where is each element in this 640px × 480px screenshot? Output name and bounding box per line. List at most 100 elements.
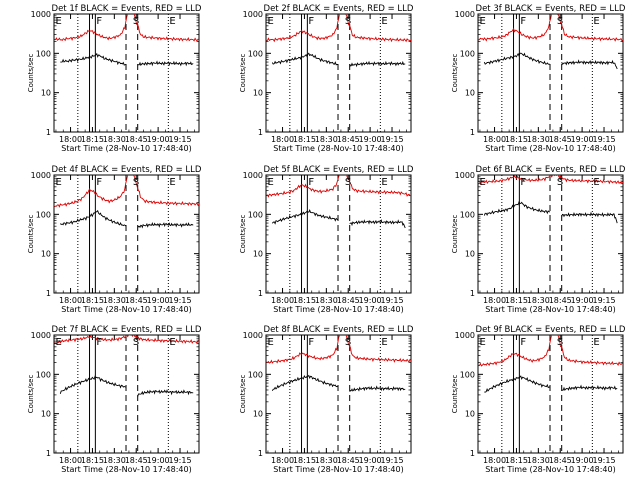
y-tick-label: 1000 — [455, 10, 475, 19]
events-series-line — [137, 222, 194, 229]
y-tick-label: 10 — [253, 89, 263, 98]
x-tick-label: 19:00 — [571, 296, 594, 305]
chart-panel: Det 9f BLACK = Events, RED = LLD 1 10 100 10… — [451, 325, 626, 474]
y-axis-label: Counts/sec — [27, 215, 35, 254]
y-tick-label: 1 — [258, 449, 263, 458]
y-tick-label: 100 — [248, 210, 263, 219]
events-series-line — [59, 375, 126, 394]
x-axis-label: Start Time (28-Nov-10 17:48:40) — [61, 465, 191, 474]
x-tick-label: 18:15 — [293, 296, 316, 305]
y-tick-label: 100 — [36, 370, 51, 379]
x-axis-label: Start Time (28-Nov-10 17:48:40) — [273, 144, 403, 153]
plot-area — [478, 335, 623, 453]
y-tick-label: 1 — [470, 128, 475, 137]
marker-label: F — [308, 16, 314, 27]
plot-area — [478, 175, 623, 293]
y-tick-label: 10 — [253, 250, 263, 259]
x-tick-label: 18:45 — [125, 296, 148, 305]
x-tick-label: 18:45 — [337, 135, 360, 144]
x-tick-label: 18:15 — [293, 135, 316, 144]
marker-label: F — [308, 337, 314, 348]
chart-panel: Det 4f BLACK = Events, RED = LLD 1 10 100 10… — [27, 165, 202, 314]
x-axis-label: Start Time (28-Nov-10 17:48:40) — [485, 144, 615, 153]
y-axis-label: Counts/sec — [27, 375, 35, 414]
plot-area — [266, 14, 411, 132]
chart-title: Det 1f BLACK = Events, RED = LLD — [52, 4, 202, 14]
x-tick-label: 18:00 — [483, 296, 506, 305]
events-series-line — [271, 52, 338, 66]
x-tick-label: 18:45 — [337, 296, 360, 305]
marker-label: E — [55, 16, 61, 27]
x-tick-label: 18:15 — [81, 456, 104, 465]
x-axis-label: Start Time (28-Nov-10 17:48:40) — [61, 144, 191, 153]
x-tick-label: 18:00 — [271, 456, 294, 465]
events-series-line — [483, 200, 551, 217]
marker-label: S — [557, 337, 563, 348]
marker-label: F — [308, 177, 314, 188]
x-tick-label: 19:00 — [359, 135, 382, 144]
x-tick-label: 18:45 — [125, 456, 148, 465]
y-axis-label: Counts/sec — [239, 215, 247, 254]
x-tick-label: 19:15 — [592, 296, 615, 305]
lld-series-line — [54, 14, 199, 42]
lld-series-line — [266, 14, 411, 43]
x-tick-label: 18:15 — [505, 135, 528, 144]
y-axis-label: Counts/sec — [239, 375, 247, 414]
chart-panel: Det 6f BLACK = Events, RED = LLD 1 10 100 10… — [451, 165, 626, 314]
x-tick-label: 19:00 — [359, 296, 382, 305]
x-tick-label: 18:15 — [505, 296, 528, 305]
x-tick-label: 19:15 — [592, 135, 615, 144]
plot-area — [54, 14, 199, 132]
y-tick-label: 1000 — [455, 331, 475, 340]
events-series-line — [484, 375, 551, 393]
x-tick-label: 18:30 — [527, 135, 550, 144]
y-tick-label: 1000 — [243, 171, 263, 180]
events-series-line — [349, 219, 406, 229]
lld-series-line — [478, 14, 623, 42]
chart-panel: Det 2f BLACK = Events, RED = LLD 1 10 100 10… — [239, 4, 414, 153]
chart-panel: Det 3f BLACK = Events, RED = LLD 1 10 100 10… — [451, 4, 626, 153]
marker-label: E — [55, 177, 61, 188]
x-tick-label: 19:15 — [168, 456, 191, 465]
lld-series-line — [54, 335, 199, 345]
marker-label: E — [169, 177, 175, 188]
y-axis-label: Counts/sec — [451, 215, 459, 254]
marker-label: E — [169, 16, 175, 27]
x-tick-label: 19:15 — [592, 456, 615, 465]
marker-label: E — [479, 337, 485, 348]
marker-label: F — [96, 177, 102, 188]
x-tick-label: 19:00 — [147, 296, 170, 305]
lld-series-line — [54, 175, 199, 208]
x-tick-label: 18:45 — [549, 296, 572, 305]
marker-label: S — [345, 337, 351, 348]
y-tick-label: 100 — [248, 49, 263, 58]
x-tick-label: 18:00 — [59, 135, 82, 144]
y-tick-label: 1 — [258, 128, 263, 137]
events-series-line — [561, 211, 618, 224]
lld-series-line — [266, 335, 411, 364]
lld-series-line — [478, 175, 623, 185]
marker-label: E — [267, 337, 273, 348]
y-tick-label: 1 — [470, 289, 475, 298]
x-tick-label: 18:45 — [337, 456, 360, 465]
marker-label: E — [381, 337, 387, 348]
chart-title: Det 2f BLACK = Events, RED = LLD — [264, 4, 414, 14]
marker-label: E — [479, 177, 485, 188]
x-tick-label: 19:15 — [168, 296, 191, 305]
y-tick-label: 100 — [248, 370, 263, 379]
chart-panel: Det 8f BLACK = Events, RED = LLD 1 10 100 10… — [239, 325, 414, 474]
x-tick-label: 18:30 — [315, 456, 338, 465]
x-tick-label: 18:45 — [125, 135, 148, 144]
marker-label: S — [133, 16, 139, 27]
events-series-line — [271, 209, 339, 225]
x-tick-label: 18:00 — [483, 135, 506, 144]
marker-label: F — [520, 16, 526, 27]
y-tick-label: 1 — [46, 449, 51, 458]
x-tick-label: 19:15 — [380, 135, 403, 144]
y-tick-label: 10 — [41, 250, 51, 259]
events-series-line — [271, 374, 339, 392]
plot-area — [266, 175, 411, 293]
x-tick-label: 18:30 — [103, 296, 126, 305]
y-tick-label: 1000 — [31, 171, 51, 180]
chart-title: Det 3f BLACK = Events, RED = LLD — [476, 4, 626, 14]
